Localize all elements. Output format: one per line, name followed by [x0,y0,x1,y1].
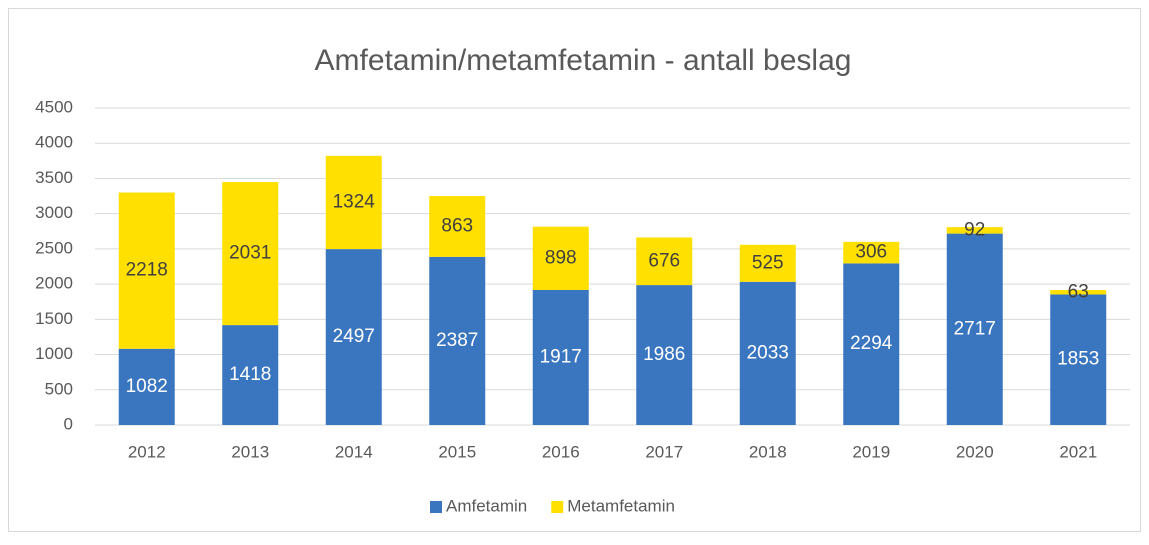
x-tick-label: 2017 [645,442,683,461]
chart-title: Amfetamin/metamfetamin - antall beslag [315,44,852,77]
data-label: 2294 [850,333,893,354]
y-tick-label: 3500 [35,168,73,187]
y-tick-label: 4500 [35,97,73,116]
bar-segment [429,196,486,257]
bar-segment [739,281,796,425]
data-label: 676 [648,250,680,271]
x-tick-label: 2021 [1059,442,1097,461]
bar-segment [325,249,382,425]
data-label: 2033 [747,342,789,363]
legend-swatch [551,501,564,513]
data-label: 2387 [436,330,478,351]
data-label: 525 [752,252,784,273]
x-tick-label: 2015 [438,442,476,461]
x-tick-label: 2012 [128,442,166,461]
bar-segment [1050,294,1107,425]
bar-segment [222,325,279,425]
y-tick-label: 500 [45,379,73,398]
data-label: 92 [964,219,985,240]
data-label: 1917 [540,346,582,367]
data-label: 898 [545,247,577,268]
legend-label: Amfetamin [446,496,527,515]
data-label: 1418 [229,364,271,385]
data-label: 2497 [333,326,375,347]
legend-swatch [430,501,442,513]
data-label: 2218 [126,260,168,281]
bar-segment [739,244,796,282]
data-label: 863 [441,215,473,236]
bar-segment [532,226,589,290]
data-label: 1853 [1057,349,1099,370]
data-label: 2031 [229,243,271,264]
data-label: 1986 [643,344,685,365]
bar-segment [118,348,175,425]
data-label: 63 [1068,281,1089,302]
y-tick-label: 4000 [35,133,73,152]
bar-segment [843,263,900,425]
legend-label: Metamfetamin [567,496,675,515]
bar-segment [636,285,693,425]
y-tick-label: 3000 [35,203,73,222]
x-tick-label: 2016 [542,442,580,461]
x-tick-label: 2020 [956,442,994,461]
data-label: 2717 [954,318,996,339]
x-tick-label: 2018 [749,442,787,461]
bar-segment [325,155,382,250]
bar-segment [222,182,279,326]
y-tick-label: 2000 [35,274,73,293]
bar-segment [843,241,900,264]
y-tick-label: 1000 [35,344,73,363]
data-label: 1082 [126,376,168,397]
y-tick-label: 1500 [35,309,73,328]
y-tick-label: 0 [64,414,73,433]
bar-segment [1050,290,1107,295]
x-tick-label: 2014 [335,442,373,461]
y-tick-label: 2500 [35,238,73,257]
data-label: 306 [855,242,887,263]
bar-segment [636,237,693,286]
bar-segment [946,233,1003,425]
data-label: 1324 [333,191,376,212]
bar-segment [946,227,1003,234]
bar-segment [532,289,589,425]
x-tick-label: 2013 [231,442,269,461]
x-tick-label: 2019 [852,442,890,461]
bar-segment [429,256,486,425]
bar-segment [118,192,175,349]
